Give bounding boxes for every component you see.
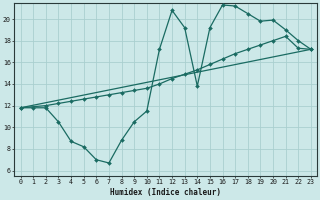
X-axis label: Humidex (Indice chaleur): Humidex (Indice chaleur): [110, 188, 221, 197]
